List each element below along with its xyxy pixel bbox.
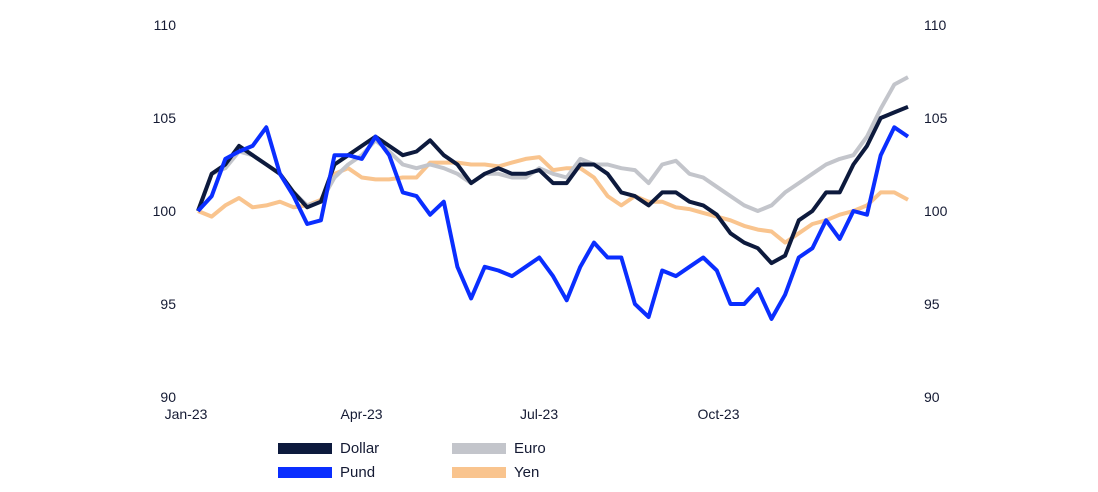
right-y-axis: 90 95 100 105 110 — [924, 17, 948, 405]
series-line-yen — [197, 155, 909, 245]
y-tick-label-left: 100 — [153, 203, 177, 219]
x-tick-label: Jan-23 — [165, 406, 208, 422]
left-y-axis: 90 95 100 105 110 — [153, 17, 177, 405]
legend-label: Dollar — [340, 439, 380, 457]
series-lines — [196, 75, 910, 321]
legend-label: Euro — [514, 439, 546, 457]
legend: Dollar Euro Pund Yen — [278, 439, 572, 481]
legend-swatch — [278, 466, 332, 478]
x-axis: Jan-23 Apr-23 Jul-23 Oct-23 — [165, 406, 740, 422]
legend-item-pund: Pund — [278, 463, 452, 481]
y-tick-label-left: 90 — [160, 389, 176, 405]
y-tick-label-right: 100 — [924, 203, 948, 219]
y-tick-label-right: 110 — [924, 17, 947, 33]
legend-label: Yen — [514, 463, 540, 481]
series-line-pund — [196, 125, 910, 321]
legend-swatch — [452, 442, 506, 454]
y-tick-label-right: 95 — [924, 296, 940, 312]
y-tick-label-left: 105 — [153, 110, 177, 126]
x-tick-label: Apr-23 — [341, 406, 383, 422]
series-line-euro — [196, 75, 909, 213]
y-tick-label-right: 90 — [924, 389, 940, 405]
legend-label: Pund — [340, 463, 376, 481]
legend-item-yen: Yen — [452, 463, 572, 481]
x-tick-label: Oct-23 — [697, 406, 739, 422]
x-tick-label: Jul-23 — [520, 406, 558, 422]
legend-swatch — [278, 442, 332, 454]
legend-swatch — [452, 466, 506, 478]
legend-item-euro: Euro — [452, 439, 572, 457]
legend-item-dollar: Dollar — [278, 439, 452, 457]
series-line-dollar — [196, 104, 909, 266]
y-tick-label-left: 110 — [154, 17, 177, 33]
y-tick-label-left: 95 — [160, 296, 176, 312]
y-tick-label-right: 105 — [924, 110, 948, 126]
